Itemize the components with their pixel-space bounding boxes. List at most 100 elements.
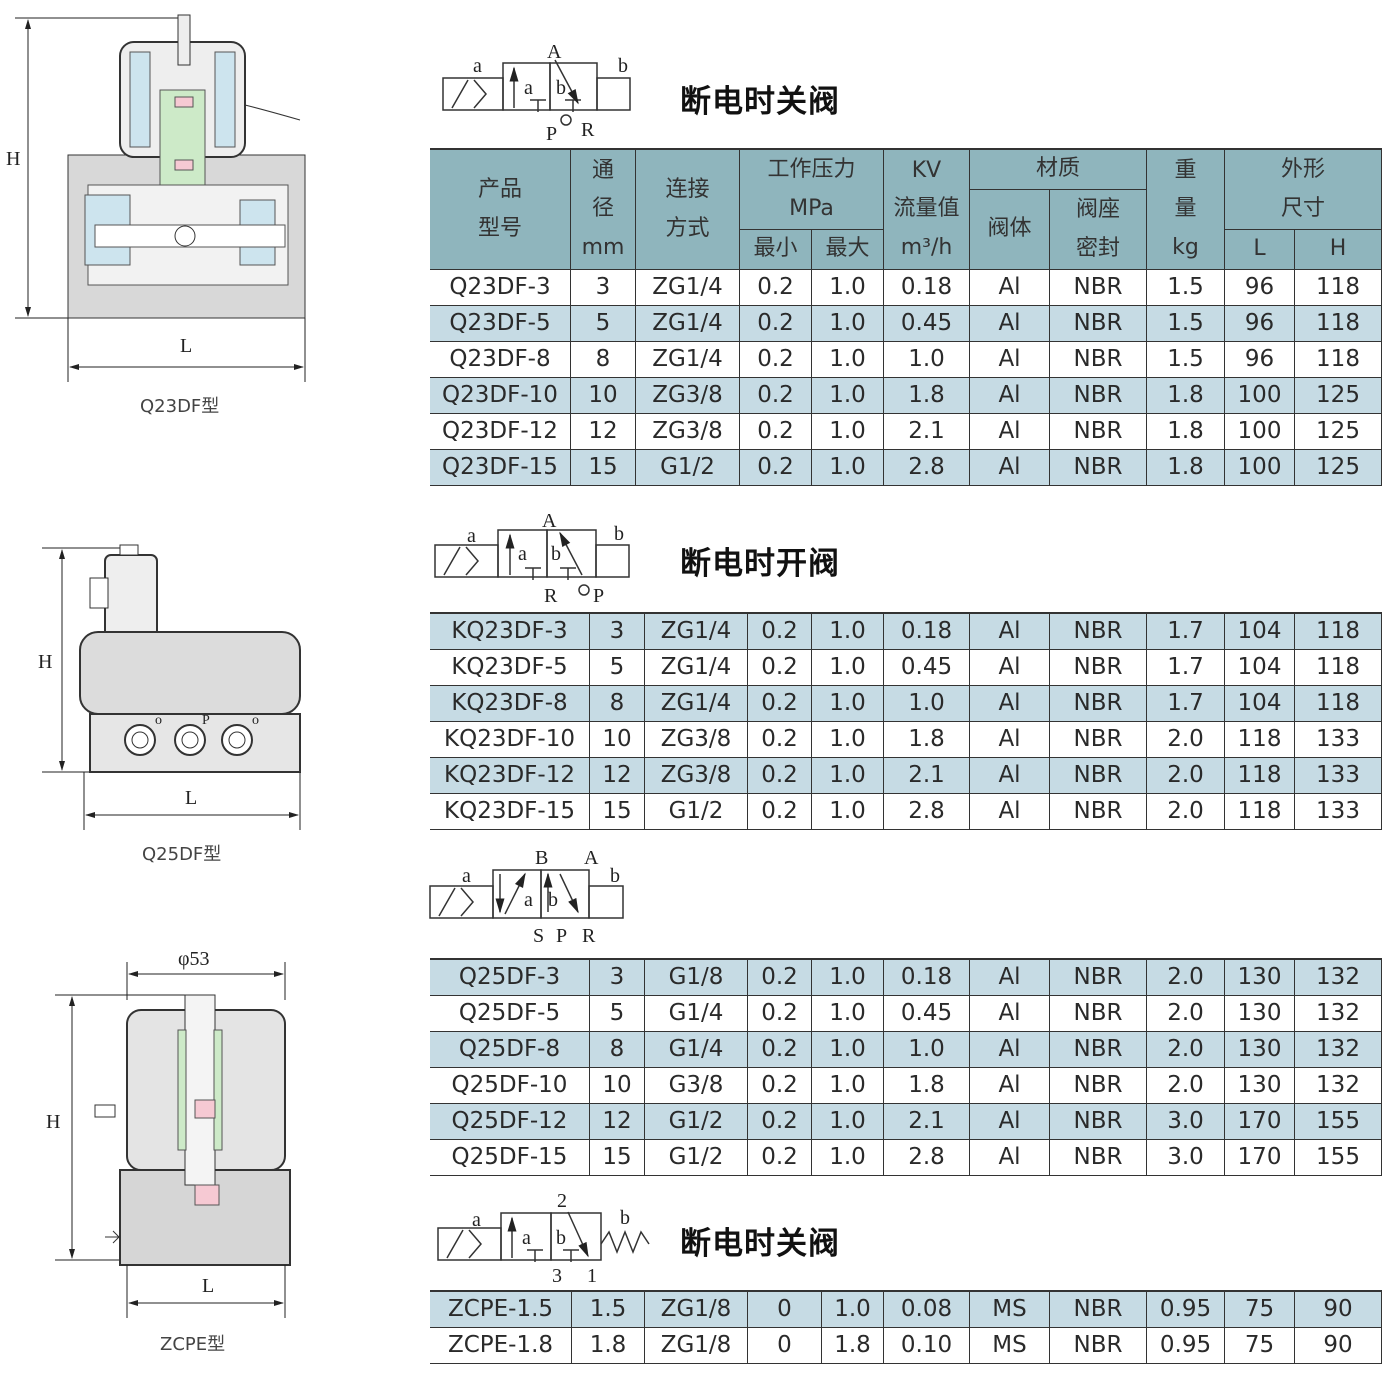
table-cell: 0.2	[748, 794, 812, 830]
svg-text:b: b	[620, 1207, 630, 1229]
table-cell: ZG1/4	[645, 650, 748, 686]
table-cell: 0.10	[884, 1328, 970, 1364]
table-cell: 0.2	[748, 1068, 812, 1104]
table-cell: 1.0	[812, 1104, 884, 1140]
table-cell: NBR	[1050, 996, 1147, 1032]
table-cell: NBR	[1050, 1140, 1147, 1176]
table-cell: NBR	[1050, 960, 1147, 996]
port-label: o	[155, 713, 162, 728]
table-cell: 1.0	[812, 414, 884, 450]
table-cell: 130	[1225, 996, 1295, 1032]
table-cell: 100	[1225, 450, 1295, 486]
header-kv: KV 流量值 m³/h	[884, 150, 970, 270]
table-cell: G1/2	[636, 450, 740, 486]
table-cell: 3	[590, 614, 645, 650]
svg-text:P: P	[546, 123, 557, 145]
table-cell: 3	[590, 960, 645, 996]
table-cell: 1.0	[822, 1292, 884, 1328]
model-cell: Q23DF-10	[430, 378, 571, 414]
header-length: L	[1225, 230, 1295, 270]
table-cell: 1.8	[884, 1068, 970, 1104]
header-seal-material: 阀座 密封	[1050, 190, 1147, 270]
table-cell: 1.0	[812, 996, 884, 1032]
svg-text:R: R	[581, 119, 595, 141]
svg-text:b: b	[556, 1227, 566, 1249]
table-cell: Al	[970, 306, 1050, 342]
table-cell: Al	[970, 794, 1050, 830]
header-body-material: 阀体	[970, 190, 1050, 270]
table-cell: 0.2	[748, 614, 812, 650]
table-cell: 1.7	[1147, 686, 1225, 722]
table-cell: 0.2	[748, 650, 812, 686]
table-cell: 1.0	[812, 1140, 884, 1176]
zcpe-drawing: φ53 H L ZCPE型	[46, 948, 291, 1355]
table-cell: 0.45	[884, 996, 970, 1032]
table-cell: 8	[590, 1032, 645, 1068]
table-cell: 15	[590, 794, 645, 830]
table-cell: 1.0	[812, 758, 884, 794]
model-cell: KQ23DF-10	[430, 722, 590, 758]
table-cell: G3/8	[645, 1068, 748, 1104]
model-cell: Q25DF-8	[430, 1032, 590, 1068]
svg-text:a: a	[467, 525, 476, 547]
header-pressure-max: 最大	[812, 230, 884, 270]
table-cell: 118	[1225, 722, 1295, 758]
table-cell: NBR	[1050, 1328, 1147, 1364]
table-cell: NBR	[1050, 794, 1147, 830]
table-cell: 2.0	[1147, 758, 1225, 794]
table-cell: 75	[1225, 1328, 1295, 1364]
table-cell: 118	[1225, 794, 1295, 830]
svg-text:S: S	[533, 925, 544, 947]
header-connection: 连接 方式	[636, 150, 740, 270]
section-title: 断电时关阀	[680, 1226, 840, 1262]
svg-text:a: a	[522, 1227, 531, 1249]
svg-text:A: A	[542, 510, 557, 532]
svg-text:b: b	[618, 55, 628, 77]
table-cell: 118	[1295, 306, 1382, 342]
table-cell: 0.18	[884, 960, 970, 996]
svg-text:P: P	[593, 585, 604, 607]
model-cell: KQ23DF-5	[430, 650, 590, 686]
q25df-drawing: H o P o L Q25DF型	[38, 544, 301, 865]
table-cell: 1.8	[884, 378, 970, 414]
table-cell: 118	[1295, 270, 1382, 306]
table-cell: 132	[1295, 996, 1382, 1032]
table-cell: 130	[1225, 1068, 1295, 1104]
table-cell: 125	[1295, 378, 1382, 414]
table-cell: Al	[970, 722, 1050, 758]
table-cell: 100	[1225, 414, 1295, 450]
table-cell: 12	[590, 1104, 645, 1140]
length-label: L	[202, 1275, 214, 1297]
model-cell: Q25DF-15	[430, 1140, 590, 1176]
table-cell: 1.0	[812, 614, 884, 650]
table-cell: 133	[1295, 722, 1382, 758]
svg-text:1: 1	[587, 1265, 597, 1287]
header-model: 产品 型号	[430, 150, 571, 270]
table-cell: Al	[970, 378, 1050, 414]
table-cell: 1.0	[812, 650, 884, 686]
svg-text:b: b	[548, 889, 558, 911]
model-cell: KQ23DF-3	[430, 614, 590, 650]
drawing-caption: ZCPE型	[160, 1334, 225, 1355]
table-cell: 1.8	[1147, 450, 1225, 486]
table-cell: 1.0	[812, 960, 884, 996]
table-cell: NBR	[1050, 614, 1147, 650]
table-cell: Al	[970, 686, 1050, 722]
svg-text:a: a	[472, 1209, 481, 1231]
table-cell: 100	[1225, 378, 1295, 414]
svg-text:a: a	[524, 889, 533, 911]
table-cell: NBR	[1050, 1104, 1147, 1140]
table-cell: 1.0	[812, 306, 884, 342]
table-cell: 2.8	[884, 1140, 970, 1176]
q23df-drawing: H L Q23DF型	[6, 14, 306, 417]
table-cell: 96	[1225, 306, 1295, 342]
spec-table: ZCPE-1.5 1.5 ZG1/8 0 1.0 0.08 MS NBR 0.95 75 90 ZCP…	[430, 1290, 1382, 1364]
table-cell: Al	[970, 650, 1050, 686]
table-cell: 133	[1295, 794, 1382, 830]
length-label: L	[185, 787, 197, 809]
table-cell: 1.0	[812, 1032, 884, 1068]
table-cell: 1.7	[1147, 650, 1225, 686]
table-cell: 1.8	[572, 1328, 645, 1364]
table-cell: NBR	[1050, 650, 1147, 686]
table-cell: Al	[970, 1068, 1050, 1104]
